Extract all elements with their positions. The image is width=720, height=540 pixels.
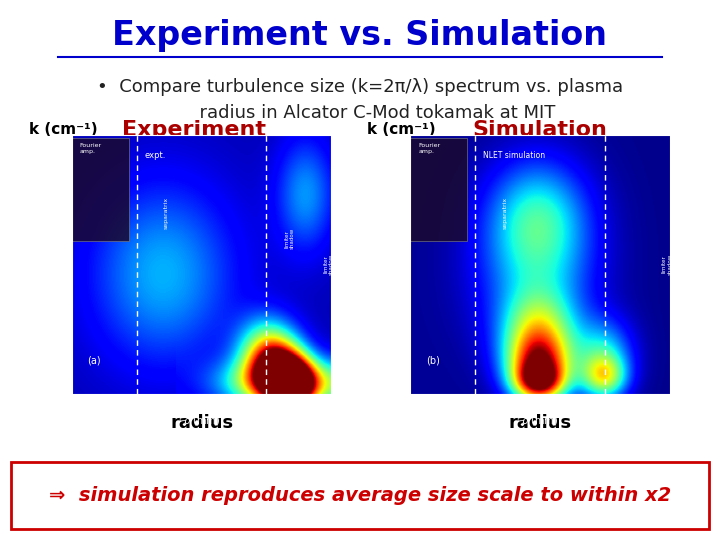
- Text: Fourier
amp.: Fourier amp.: [80, 143, 102, 153]
- Text: •  Compare turbulence size (k=2π/λ) spectrum vs. plasma: • Compare turbulence size (k=2π/λ) spect…: [97, 78, 623, 96]
- Text: Simulation: Simulation: [472, 119, 608, 140]
- FancyBboxPatch shape: [410, 138, 467, 241]
- FancyBboxPatch shape: [11, 462, 709, 529]
- Text: NLET simulation: NLET simulation: [483, 151, 545, 159]
- Text: radius: radius: [508, 414, 572, 432]
- Text: k (cm⁻¹): k (cm⁻¹): [29, 122, 97, 137]
- Text: Fourier
amp.: Fourier amp.: [418, 143, 441, 153]
- Text: Experiment vs. Simulation: Experiment vs. Simulation: [112, 19, 608, 52]
- Text: separatrix: separatrix: [164, 197, 169, 229]
- Y-axis label: $k_{r,cul}$ (cm$^{-1}$): $k_{r,cul}$ (cm$^{-1}$): [35, 237, 49, 292]
- Text: separatrix: separatrix: [503, 197, 508, 229]
- Text: Experiment: Experiment: [122, 119, 266, 140]
- Text: expt.: expt.: [145, 151, 166, 159]
- Text: limiter
shadow: limiter shadow: [323, 254, 334, 275]
- Text: radius in Alcator C-Mod tokamak at MIT: radius in Alcator C-Mod tokamak at MIT: [165, 104, 555, 122]
- Text: radius: radius: [170, 414, 233, 432]
- FancyBboxPatch shape: [72, 138, 129, 241]
- Text: k (cm⁻¹): k (cm⁻¹): [367, 122, 436, 137]
- X-axis label: $\rho$ (mm): $\rho$ (mm): [521, 414, 559, 428]
- Text: limiter
shadow: limiter shadow: [284, 228, 295, 249]
- Text: (b): (b): [426, 355, 440, 365]
- Text: ⇒  simulation reproduces average size scale to within x2: ⇒ simulation reproduces average size sca…: [49, 485, 671, 505]
- Text: limiter
shadow: limiter shadow: [662, 254, 672, 275]
- X-axis label: $\rho$ (mm): $\rho$ (mm): [183, 414, 220, 428]
- Y-axis label: $k_{r,cul}$ (cm$^{-1}$): $k_{r,cul}$ (cm$^{-1}$): [374, 237, 387, 292]
- Text: (a): (a): [88, 355, 102, 365]
